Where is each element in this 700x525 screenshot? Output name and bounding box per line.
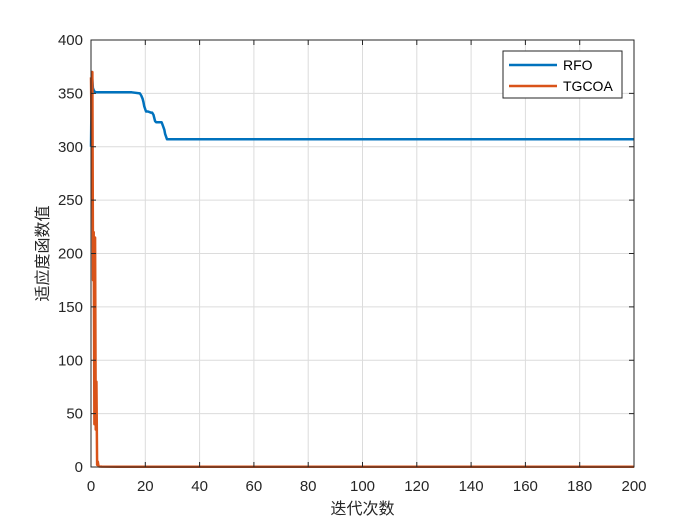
x-tick-label: 60 — [246, 478, 263, 495]
y-tick-label: 350 — [58, 85, 83, 102]
x-tick-label: 0 — [87, 478, 95, 495]
legend-label-tgcoa: TGCOA — [563, 78, 613, 94]
legend-box — [502, 50, 623, 99]
x-tick-label: 100 — [350, 478, 375, 495]
y-axis-ticks: 0 50 100 150 200 250 300 350 400 — [58, 32, 634, 476]
y-tick-label: 100 — [58, 352, 83, 369]
x-tick-label: 160 — [513, 478, 538, 495]
grid — [91, 40, 634, 467]
series-line-rfo — [89, 70, 634, 147]
x-axis-ticks: 0 20 40 60 80 100 120 140 160 180 200 — [87, 40, 647, 495]
x-tick-label: 120 — [404, 478, 429, 495]
y-axis-label: 适应度函数值 — [33, 205, 52, 301]
x-axis-label: 迭代次数 — [330, 499, 394, 518]
y-tick-label: 200 — [58, 246, 83, 263]
x-tick-label: 140 — [459, 478, 484, 495]
y-tick-label: 400 — [58, 32, 83, 49]
x-tick-label: 20 — [137, 478, 154, 495]
x-tick-label: 200 — [621, 478, 646, 495]
y-tick-label: 0 — [75, 459, 83, 476]
y-tick-label: 300 — [58, 139, 83, 156]
y-tick-label: 50 — [66, 406, 83, 423]
legend: RFO TGCOA — [502, 50, 623, 99]
y-tick-label: 150 — [58, 299, 83, 316]
legend-label-rfo: RFO — [563, 57, 593, 73]
y-tick-label: 250 — [58, 192, 83, 209]
x-tick-label: 40 — [191, 478, 208, 495]
x-tick-label: 180 — [567, 478, 592, 495]
x-tick-label: 80 — [300, 478, 317, 495]
